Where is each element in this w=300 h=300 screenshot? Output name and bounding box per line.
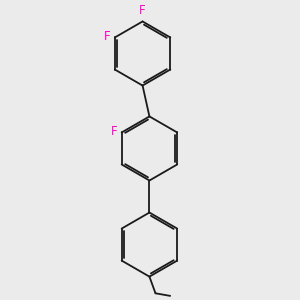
- Text: F: F: [139, 4, 146, 17]
- Text: F: F: [110, 125, 117, 138]
- Text: F: F: [103, 30, 110, 43]
